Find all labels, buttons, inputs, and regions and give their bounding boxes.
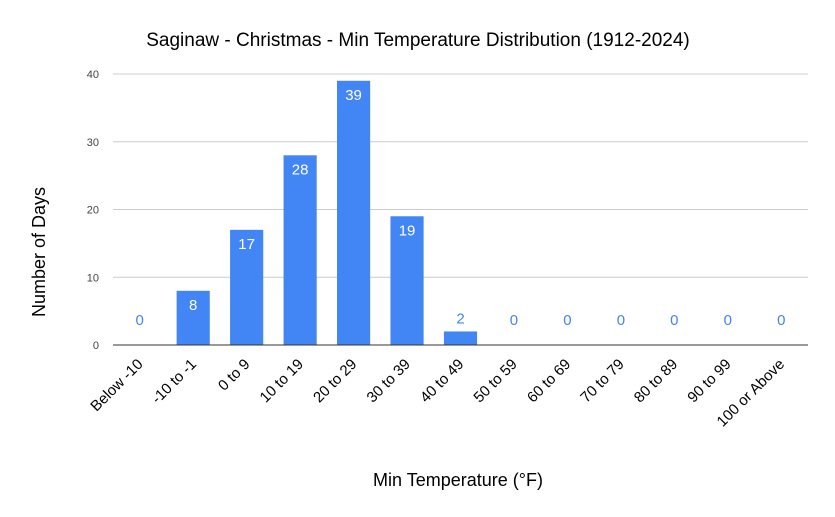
bars [176,80,478,346]
x-tick-label: 60 to 69 [524,356,574,406]
x-tick-label: 20 to 29 [310,356,360,406]
bar [176,290,210,345]
data-label: 28 [292,161,309,178]
x-tick-label: 40 to 49 [417,356,467,406]
y-tick-label: 0 [93,340,99,352]
data-label: 39 [345,87,362,104]
data-label: 0 [777,312,785,329]
data-label: 0 [510,312,518,329]
y-tick-labels: 0 10 20 30 40 [87,69,99,352]
x-tick-label: 0 to 9 [215,356,254,395]
y-tick-label: 40 [87,69,99,81]
y-tick-label: 20 [87,205,99,217]
y-axis-title: Number of Days [29,187,49,317]
x-tick-label: Below -10 [87,356,146,415]
gridlines [113,73,808,278]
data-label: 8 [189,297,197,314]
bar [443,331,478,345]
x-axis-title: Min Temperature (°F) [373,470,543,490]
y-tick-label: 30 [87,137,99,149]
x-tick-label: 10 to 19 [257,356,307,406]
bar [390,216,424,345]
bar [283,155,317,345]
y-tick-label: 10 [87,272,99,284]
data-label: 17 [238,236,255,253]
data-label: 0 [617,312,625,329]
data-labels: 0 8 17 28 39 19 2 0 0 0 0 0 0 [136,87,786,329]
data-label: 0 [670,312,678,329]
bar [337,80,371,346]
data-label: 19 [399,222,416,239]
x-tick-label: 70 to 79 [577,356,627,406]
x-tick-label: 50 to 59 [470,356,520,406]
chart-title: Saginaw - Christmas - Min Temperature Di… [146,30,690,51]
x-tick-label: 30 to 39 [364,356,414,406]
data-label: 0 [136,312,144,329]
data-label: 0 [563,312,571,329]
data-label: 2 [456,310,464,327]
x-tick-label: -10 to -1 [148,356,200,408]
data-label: 0 [724,312,732,329]
x-tick-labels: Below -10 -10 to -1 0 to 9 10 to 19 20 to 29… [87,356,788,431]
x-tick-label: 80 to 89 [631,356,681,406]
x-tick-label: 90 to 99 [684,356,734,406]
bar [230,229,264,345]
